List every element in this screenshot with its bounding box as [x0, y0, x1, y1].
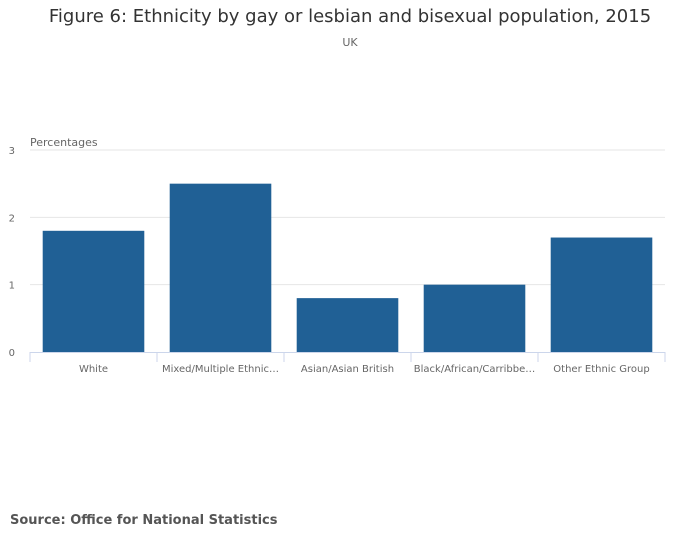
y-tick-label: 0: [9, 348, 15, 359]
bar-0: [42, 230, 145, 352]
y-tick-label: 1: [9, 281, 15, 292]
y-tick-label: 3: [9, 146, 15, 157]
chart-subtitle: UK: [342, 36, 358, 49]
bar-1: [169, 183, 272, 352]
y-axis-label: Percentages: [30, 136, 98, 149]
source-note: Source: Office for National Statistics: [10, 513, 278, 528]
x-tick-label: Mixed/Multiple Ethnic…: [162, 364, 279, 375]
x-tick-label: Asian/Asian British: [301, 364, 394, 375]
bar-4: [550, 237, 653, 352]
bar-2: [296, 298, 399, 352]
x-tick-label: White: [79, 364, 108, 375]
bar-3: [423, 284, 526, 352]
chart-title: Figure 6: Ethnicity by gay or lesbian an…: [48, 6, 652, 27]
x-tick-label: Other Ethnic Group: [553, 364, 649, 375]
x-tick-label: Black/African/Carribbe…: [414, 364, 535, 375]
y-tick-label: 2: [9, 213, 15, 224]
